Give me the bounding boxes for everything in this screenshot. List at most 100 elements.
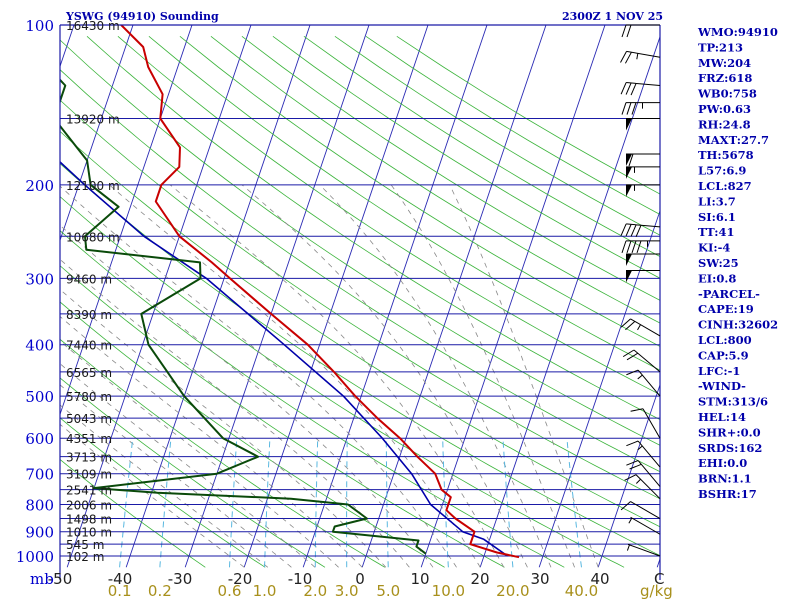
dry-adiabat-line <box>179 35 660 347</box>
dry-adiabat-line <box>60 265 505 568</box>
index-line: L57:6.9 <box>698 164 746 178</box>
index-line: SI:6.1 <box>698 210 736 224</box>
index-line: WMO:94910 <box>697 25 778 39</box>
height-label: 1010 m <box>66 526 112 540</box>
dry-adiabat-line <box>60 39 660 446</box>
pressure-label-700: 700 <box>25 466 54 484</box>
isotherm-line <box>0 13 19 567</box>
moist-adiabat-line <box>390 184 575 568</box>
temperature-tick-label: -50 <box>48 570 73 588</box>
wind-barb-flag <box>620 51 627 63</box>
wind-barb <box>630 408 661 439</box>
temperature-tick-label: -30 <box>168 570 193 588</box>
index-line: BSHR:17 <box>698 487 757 501</box>
wind-barb-flag <box>622 349 635 358</box>
isotherm-line <box>597 383 660 568</box>
temperature-tick-label: 10 <box>410 570 429 588</box>
index-line: SW:25 <box>698 256 739 270</box>
height-label: 10680 m <box>66 230 120 244</box>
height-label: 1498 m <box>66 513 112 527</box>
dry-adiabat-line <box>86 36 660 421</box>
wind-barb-flag <box>631 240 637 254</box>
wind-barb <box>620 223 661 238</box>
index-line: FRZ:618 <box>698 71 752 85</box>
mixing-ratio-line <box>346 438 348 568</box>
isotherm-line <box>361 25 547 568</box>
dry-adiabat-line <box>60 301 445 568</box>
height-label: 2541 m <box>66 484 112 498</box>
wind-barb-staff <box>635 474 661 500</box>
wind-barb-flag <box>625 82 632 95</box>
height-label: 2006 m <box>66 499 112 513</box>
moist-adiabat-line <box>60 384 292 568</box>
index-line: BRN:1.1 <box>698 472 752 486</box>
plot-area <box>0 13 660 568</box>
plot-frame <box>59 24 661 580</box>
index-line: STM:313/6 <box>698 395 768 409</box>
dry-adiabat-line <box>60 458 206 568</box>
height-label: 7440 m <box>66 339 112 353</box>
moist-adiabat-line <box>60 258 410 568</box>
mixing-ratio-line <box>442 438 449 568</box>
index-line: CAP:5.9 <box>698 348 749 362</box>
dry-adiabat-line <box>60 130 660 528</box>
wind-barb-staff <box>637 369 661 397</box>
wind-barbs <box>620 24 661 557</box>
index-line: RH:24.8 <box>698 117 751 131</box>
wind-barb-pennant <box>626 118 632 131</box>
index-line: MAXT:27.7 <box>698 133 769 147</box>
wind-barb-flag <box>620 318 631 328</box>
height-label: 8390 m <box>66 308 112 322</box>
wind-barb-staff <box>630 318 661 337</box>
wind-barb <box>626 184 660 197</box>
dry-adiabat-line <box>241 35 660 301</box>
index-line: HEL:14 <box>698 410 746 424</box>
temperature-trace <box>120 25 520 559</box>
wind-barb-flag <box>630 224 637 237</box>
wind-barb-half-flag <box>637 324 641 331</box>
mixing-ratio-label: 2.0 <box>303 582 327 600</box>
dry-adiabat-line <box>60 99 660 500</box>
dry-adiabat-line <box>303 35 660 257</box>
wind-barb-staff <box>626 82 661 87</box>
mixing-ratio-label: 0.2 <box>148 582 172 600</box>
mixing-ratio-label: 40.0 <box>565 582 598 600</box>
height-label: 5780 m <box>66 390 112 404</box>
pressure-label-1000: 1000 <box>16 548 54 566</box>
mixing-ratio-label: 0.6 <box>218 582 242 600</box>
wind-barb-half-flag <box>637 445 643 451</box>
height-label: 13920 m <box>66 113 120 127</box>
dry-adiabat-line <box>60 338 386 568</box>
wind-barb-staff <box>637 440 661 468</box>
moist-adiabat-line <box>449 184 599 568</box>
dry-adiabat-line <box>60 69 660 473</box>
height-label: 9460 m <box>66 272 112 286</box>
wind-barb-flag <box>631 102 637 115</box>
wind-barb <box>626 253 660 267</box>
mixing-ratio-line <box>502 438 514 568</box>
mixing-ratio-label: 10.0 <box>432 582 465 600</box>
height-label: 5043 m <box>66 412 112 426</box>
moist-adiabat-line <box>169 184 505 568</box>
wind-barb <box>626 543 661 557</box>
index-line: TT:41 <box>698 225 735 239</box>
mixing-ratio-lines <box>119 438 582 568</box>
wind-barb-half-flag <box>635 478 641 484</box>
wind-barb-flag <box>626 352 639 361</box>
wind-barb-flag <box>626 240 632 254</box>
isotherm-line <box>60 25 193 416</box>
height-label: 545 m <box>66 538 104 552</box>
temperature-tick-label: -40 <box>108 570 133 588</box>
pressure-label-900: 900 <box>25 524 54 542</box>
wind-barb-flag <box>621 102 627 115</box>
parcel-trace <box>60 160 509 557</box>
mixing-ratio-label: 5.0 <box>376 582 400 600</box>
index-line: LCL:800 <box>698 333 752 347</box>
mixing-ratio-unit: g/kg <box>640 582 673 600</box>
dry-adiabat-line <box>148 35 660 371</box>
height-label: 102 m <box>66 550 104 564</box>
height-label: 4351 m <box>66 432 112 446</box>
mixing-ratio-label: 20.0 <box>496 582 529 600</box>
